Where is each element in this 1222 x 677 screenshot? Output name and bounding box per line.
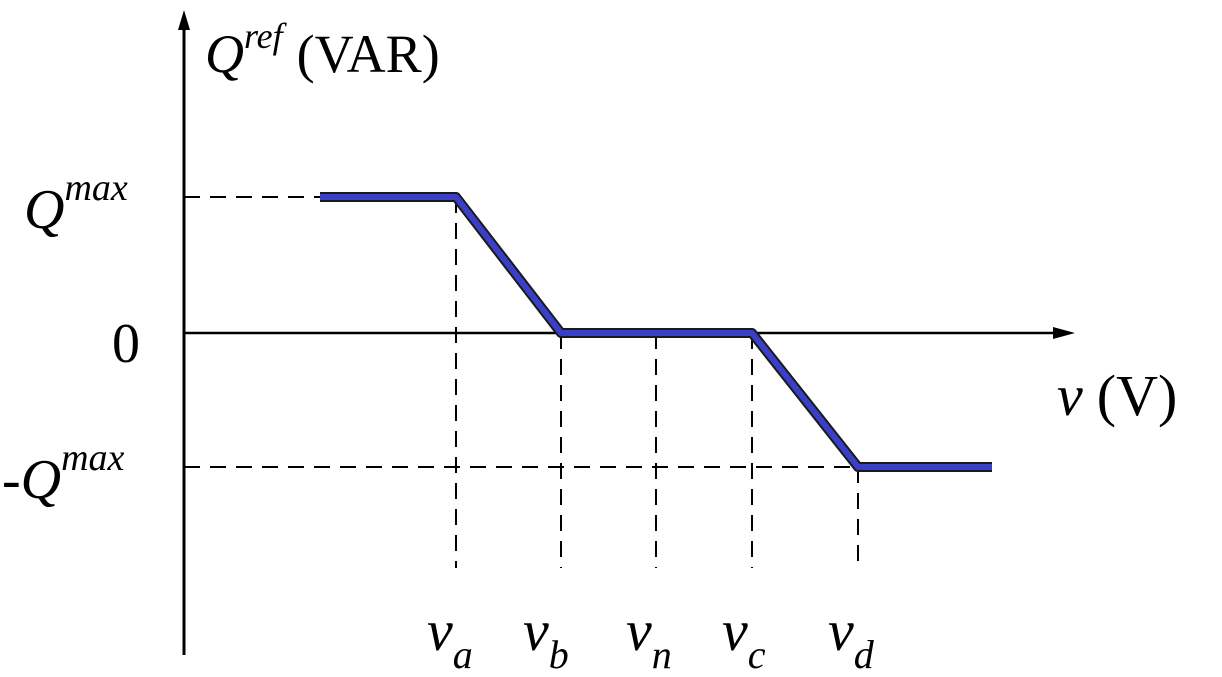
y-axis-arrowhead — [178, 10, 190, 30]
x-tick-v-c: vc — [722, 598, 766, 677]
y-tick-q-max-superscript: max — [64, 167, 127, 209]
x-axis-symbol: v — [1057, 363, 1083, 428]
x-axis-arrowhead — [1053, 327, 1075, 339]
y-tick-zero: 0 — [112, 313, 140, 375]
y-tick-q-min-superscript: max — [61, 437, 124, 479]
y-axis-unit: (VAR) — [297, 24, 440, 84]
droop-curve-line — [320, 194, 992, 470]
x-tick-v-d: vd — [828, 598, 875, 677]
y-tick-q-min-prefix: - — [2, 449, 21, 511]
x-tick-v-a: va — [427, 598, 473, 677]
x-axis-label: v (V) — [1057, 363, 1177, 428]
y-tick-q-max: Qmax — [24, 167, 128, 241]
droop-curve — [320, 192, 992, 472]
y-tick-q-min: -Qmax — [2, 437, 125, 511]
x-axis-unit: (V) — [1097, 363, 1178, 428]
x-tick-v-n: vn — [626, 598, 672, 677]
y-tick-q-max-symbol: Q — [24, 179, 64, 241]
dashed-guides — [184, 196, 859, 568]
y-tick-q-min-symbol: Q — [21, 449, 61, 511]
y-axis-superscript: ref — [244, 16, 288, 56]
y-axis-symbol: Q — [205, 24, 244, 84]
y-axis-label: Qref (VAR) — [205, 16, 440, 84]
x-tick-v-b: vb — [523, 598, 569, 677]
